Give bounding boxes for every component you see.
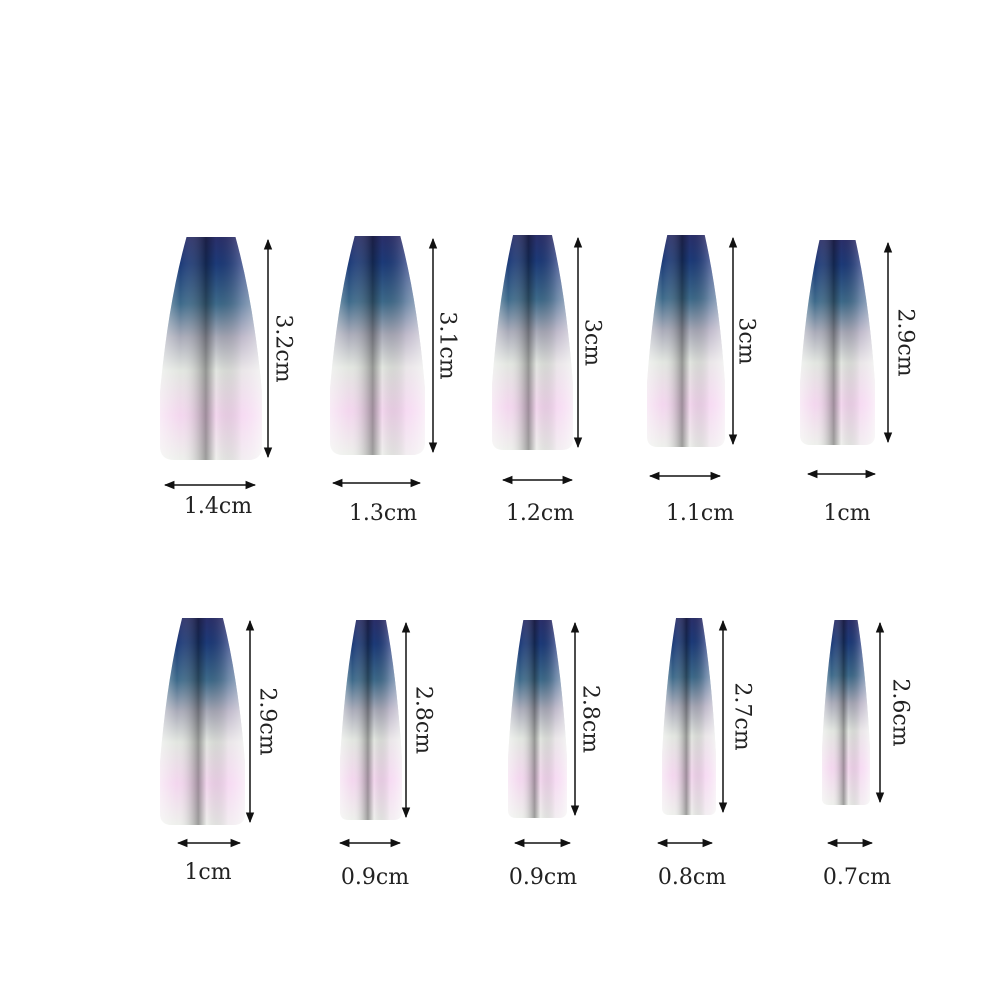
length-label: 3cm <box>580 319 605 366</box>
nail-10: 2.6cm 0.7cm <box>822 620 913 890</box>
nail-1: 3.2cm 1.4cm <box>160 237 296 519</box>
nail-2: 3.1cm 1.3cm <box>330 236 460 526</box>
nail-5: 2.9cm 1cm <box>800 240 918 526</box>
width-label: 0.8cm <box>658 865 726 890</box>
nail-3: 3cm 1.2cm <box>492 235 605 526</box>
nail-sheen <box>160 237 262 460</box>
nail-sheen <box>647 235 725 447</box>
width-label: 1.3cm <box>349 501 417 526</box>
nail-6: 2.9cm 1cm <box>160 618 280 885</box>
nail-sheen <box>822 620 870 805</box>
nail-sheen <box>340 620 402 820</box>
nail-sheen <box>330 236 425 455</box>
width-label: 0.9cm <box>509 865 577 890</box>
length-label: 3.1cm <box>435 311 460 379</box>
width-label: 0.9cm <box>341 865 409 890</box>
nail-4: 3cm 1.1cm <box>647 235 759 526</box>
width-label: 1.1cm <box>666 501 734 526</box>
length-label: 2.9cm <box>255 687 280 755</box>
length-label: 3cm <box>734 317 759 364</box>
length-label: 2.8cm <box>411 686 436 754</box>
nail-sheen <box>160 618 245 825</box>
length-label: 3.2cm <box>271 314 296 382</box>
length-label: 2.8cm <box>578 685 603 753</box>
nail-sheen <box>662 618 716 815</box>
nail-8: 2.8cm 0.9cm <box>508 620 603 890</box>
nail-sheen <box>800 240 875 445</box>
length-label: 2.6cm <box>888 678 913 746</box>
length-label: 2.9cm <box>893 308 918 376</box>
nail-sheen <box>508 620 567 818</box>
nail-sheen <box>492 235 573 450</box>
width-label: 1.4cm <box>184 494 252 519</box>
width-label: 1cm <box>823 501 870 526</box>
width-label: 1.2cm <box>506 501 574 526</box>
nail-9: 2.7cm 0.8cm <box>656 618 755 890</box>
width-label: 1cm <box>184 860 231 885</box>
length-label: 2.7cm <box>730 682 755 750</box>
width-label: 0.7cm <box>823 865 891 890</box>
nail-7: 2.8cm 0.9cm <box>338 620 436 890</box>
